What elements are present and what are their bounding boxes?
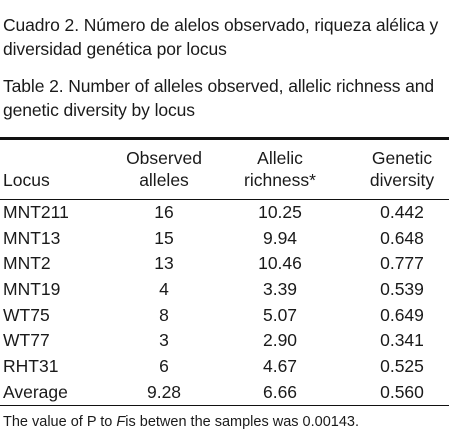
- cell-richness: 2.90: [262, 330, 298, 351]
- cell-locus: MNT13: [3, 227, 61, 248]
- table-row: MNT19 4 3.39 0.539: [0, 277, 449, 303]
- cell-locus: Average: [3, 381, 68, 402]
- cell-observed: 8: [159, 304, 169, 325]
- header-locus: Locus: [3, 169, 50, 191]
- cell-diversity: 0.442: [380, 202, 424, 222]
- cell-richness: 4.67: [262, 356, 298, 377]
- cell-locus: MNT2: [3, 253, 51, 274]
- cell-observed: 16: [154, 202, 174, 222]
- table-row-average: Average 9.28 6.66 0.560: [0, 380, 449, 406]
- cell-locus: WT77: [3, 330, 50, 351]
- cell-observed: 3: [159, 330, 169, 351]
- header-diversity-line-2: diversity: [369, 170, 435, 190]
- table-top-rule: [0, 137, 449, 140]
- data-table: MNT211 16 10.25 0.442 MNT13 15 9.94 0.64…: [0, 200, 449, 406]
- header-locus-label: Locus: [3, 170, 50, 190]
- cell-diversity: 0.649: [380, 304, 424, 325]
- header-richness-line-1: Allelic: [257, 148, 303, 168]
- caption-spanish: Cuadro 2. Número de alelos observado, ri…: [3, 13, 438, 61]
- footnote-text-start: The value of P to: [3, 414, 117, 430]
- header-observed-line-1: Observed: [126, 148, 202, 168]
- table-row: RHT31 6 4.67 0.525: [0, 354, 449, 380]
- cell-diversity: 0.341: [380, 330, 424, 351]
- header-genetic-diversity: Genetic diversity: [357, 147, 447, 191]
- cell-locus: MNT211: [3, 202, 69, 222]
- header-observed-alleles: Observed alleles: [118, 147, 210, 191]
- cell-locus: RHT31: [3, 356, 59, 377]
- cell-observed: 9.28: [146, 381, 182, 402]
- table-row: MNT2 13 10.46 0.777: [0, 251, 449, 277]
- caption-spanish-line-2: diversidad genética por locus: [3, 39, 227, 59]
- cell-observed: 4: [159, 279, 169, 300]
- caption-english-line-2: genetic diversity by locus: [3, 100, 195, 120]
- cell-richness: 9.94: [262, 227, 298, 248]
- caption-english-line-1: Table 2. Number of alleles observed, all…: [3, 76, 435, 96]
- cell-locus: MNT19: [3, 279, 61, 300]
- header-richness-line-2: richness*: [244, 170, 316, 190]
- header-diversity-line-1: Genetic: [371, 148, 433, 168]
- table-bottom-rule: [0, 405, 449, 406]
- footnote-italic-symbol: F: [116, 414, 126, 430]
- caption-english: Table 2. Number of alleles observed, all…: [3, 74, 434, 122]
- cell-observed: 6: [159, 356, 169, 377]
- header-observed-line-2: alleles: [139, 170, 189, 190]
- cell-diversity: 0.560: [380, 381, 424, 402]
- cell-richness: 10.46: [258, 253, 302, 274]
- table-row: WT75 8 5.07 0.649: [0, 303, 449, 329]
- table-row: MNT211 16 10.25 0.442: [0, 200, 449, 226]
- cell-richness: 3.39: [262, 279, 298, 300]
- cell-diversity: 0.777: [380, 253, 424, 274]
- table-row: WT77 3 2.90 0.341: [0, 328, 449, 354]
- table-footnote: The value of P to Fis betwen the samples…: [3, 413, 359, 431]
- cell-richness: 10.25: [258, 202, 302, 222]
- cell-diversity: 0.648: [380, 227, 424, 248]
- cell-locus: WT75: [3, 304, 50, 325]
- cell-observed: 13: [154, 253, 174, 274]
- cell-richness: 5.07: [262, 304, 298, 325]
- cell-observed: 15: [154, 227, 174, 248]
- table-row: MNT13 15 9.94 0.648: [0, 226, 449, 252]
- header-allelic-richness: Allelic richness*: [230, 147, 330, 191]
- cell-diversity: 0.539: [380, 279, 424, 300]
- cell-diversity: 0.525: [380, 356, 424, 377]
- caption-spanish-line-1: Cuadro 2. Número de alelos observado, ri…: [3, 15, 439, 35]
- footnote-text-end: is betwen the samples was 0.00143.: [125, 414, 359, 430]
- table-header-rule: [0, 199, 449, 200]
- cell-richness: 6.66: [262, 381, 298, 402]
